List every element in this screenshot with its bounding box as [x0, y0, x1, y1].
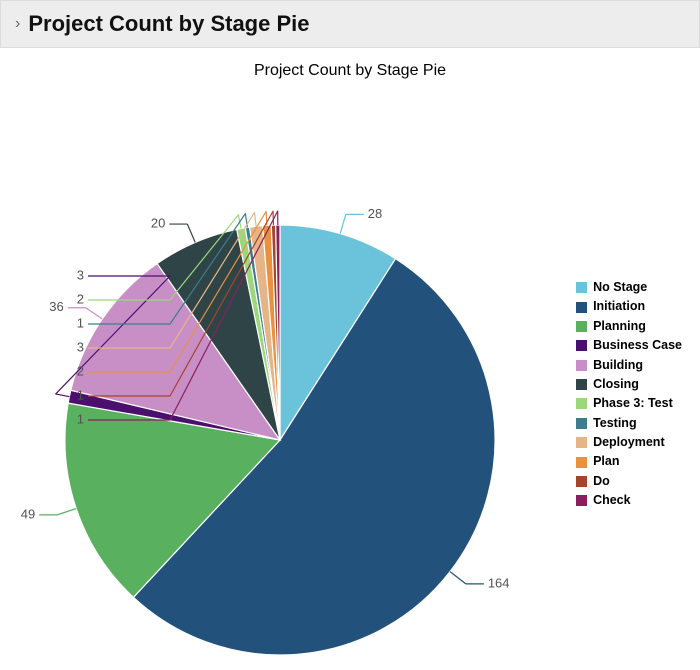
panel-title: Project Count by Stage Pie — [28, 11, 309, 37]
slice-value-label: 1 — [77, 387, 84, 402]
legend-item[interactable]: Closing — [576, 375, 682, 394]
legend-label: Planning — [593, 317, 646, 336]
legend-label: No Stage — [593, 278, 647, 297]
legend-label: Closing — [593, 375, 639, 394]
leader-line — [450, 572, 466, 584]
legend-label: Plan — [593, 452, 619, 471]
legend-swatch — [576, 437, 587, 448]
legend: No StageInitiationPlanningBusiness CaseB… — [576, 278, 682, 511]
legend-label: Initiation — [593, 297, 645, 316]
slice-value-label: 2 — [77, 291, 84, 306]
legend-item[interactable]: Testing — [576, 414, 682, 433]
leader-line — [340, 214, 346, 233]
chevron-right-icon[interactable]: › — [15, 16, 20, 32]
legend-swatch — [576, 476, 587, 487]
legend-swatch — [576, 398, 587, 409]
leader-line — [86, 308, 103, 319]
legend-swatch — [576, 379, 587, 390]
chart-title: Project Count by Stage Pie — [0, 62, 700, 80]
slice-value-label: 36 — [49, 299, 63, 314]
legend-swatch — [576, 418, 587, 429]
legend-item[interactable]: Business Case — [576, 336, 682, 355]
legend-item[interactable]: No Stage — [576, 278, 682, 297]
legend-swatch — [576, 282, 587, 293]
legend-label: Do — [593, 472, 610, 491]
legend-label: Business Case — [593, 336, 682, 355]
legend-label: Check — [593, 491, 631, 510]
slice-value-label: 2 — [77, 363, 84, 378]
legend-label: Phase 3: Test — [593, 394, 673, 413]
legend-item[interactable]: Check — [576, 491, 682, 510]
legend-item[interactable]: Planning — [576, 317, 682, 336]
slice-value-label: 20 — [151, 215, 165, 230]
legend-item[interactable]: Deployment — [576, 433, 682, 452]
legend-swatch — [576, 302, 587, 313]
legend-label: Deployment — [593, 433, 665, 452]
legend-swatch — [576, 457, 587, 468]
legend-swatch — [576, 495, 587, 506]
leader-line — [57, 509, 76, 515]
chart-area: Project Count by Stage Pie 28 164 49 36 20 3 2… — [0, 48, 700, 649]
slice-value-label: 3 — [77, 339, 84, 354]
legend-swatch — [576, 321, 587, 332]
legend-item[interactable]: Do — [576, 472, 682, 491]
legend-item[interactable]: Phase 3: Test — [576, 394, 682, 413]
legend-swatch — [576, 340, 587, 351]
slice-value-label: 1 — [77, 315, 84, 330]
legend-item[interactable]: Initiation — [576, 297, 682, 316]
leader-line — [187, 224, 195, 242]
slice-value-label: 3 — [77, 267, 84, 282]
legend-item[interactable]: Plan — [576, 452, 682, 471]
slice-value-label: 164 — [488, 575, 510, 590]
slice-value-label: 49 — [21, 506, 35, 521]
slice-value-label: 1 — [77, 411, 84, 426]
legend-label: Testing — [593, 414, 637, 433]
legend-label: Building — [593, 356, 643, 375]
slice-value-label: 28 — [368, 206, 382, 221]
legend-item[interactable]: Building — [576, 356, 682, 375]
legend-swatch — [576, 360, 587, 371]
panel-header: › Project Count by Stage Pie — [0, 0, 700, 48]
